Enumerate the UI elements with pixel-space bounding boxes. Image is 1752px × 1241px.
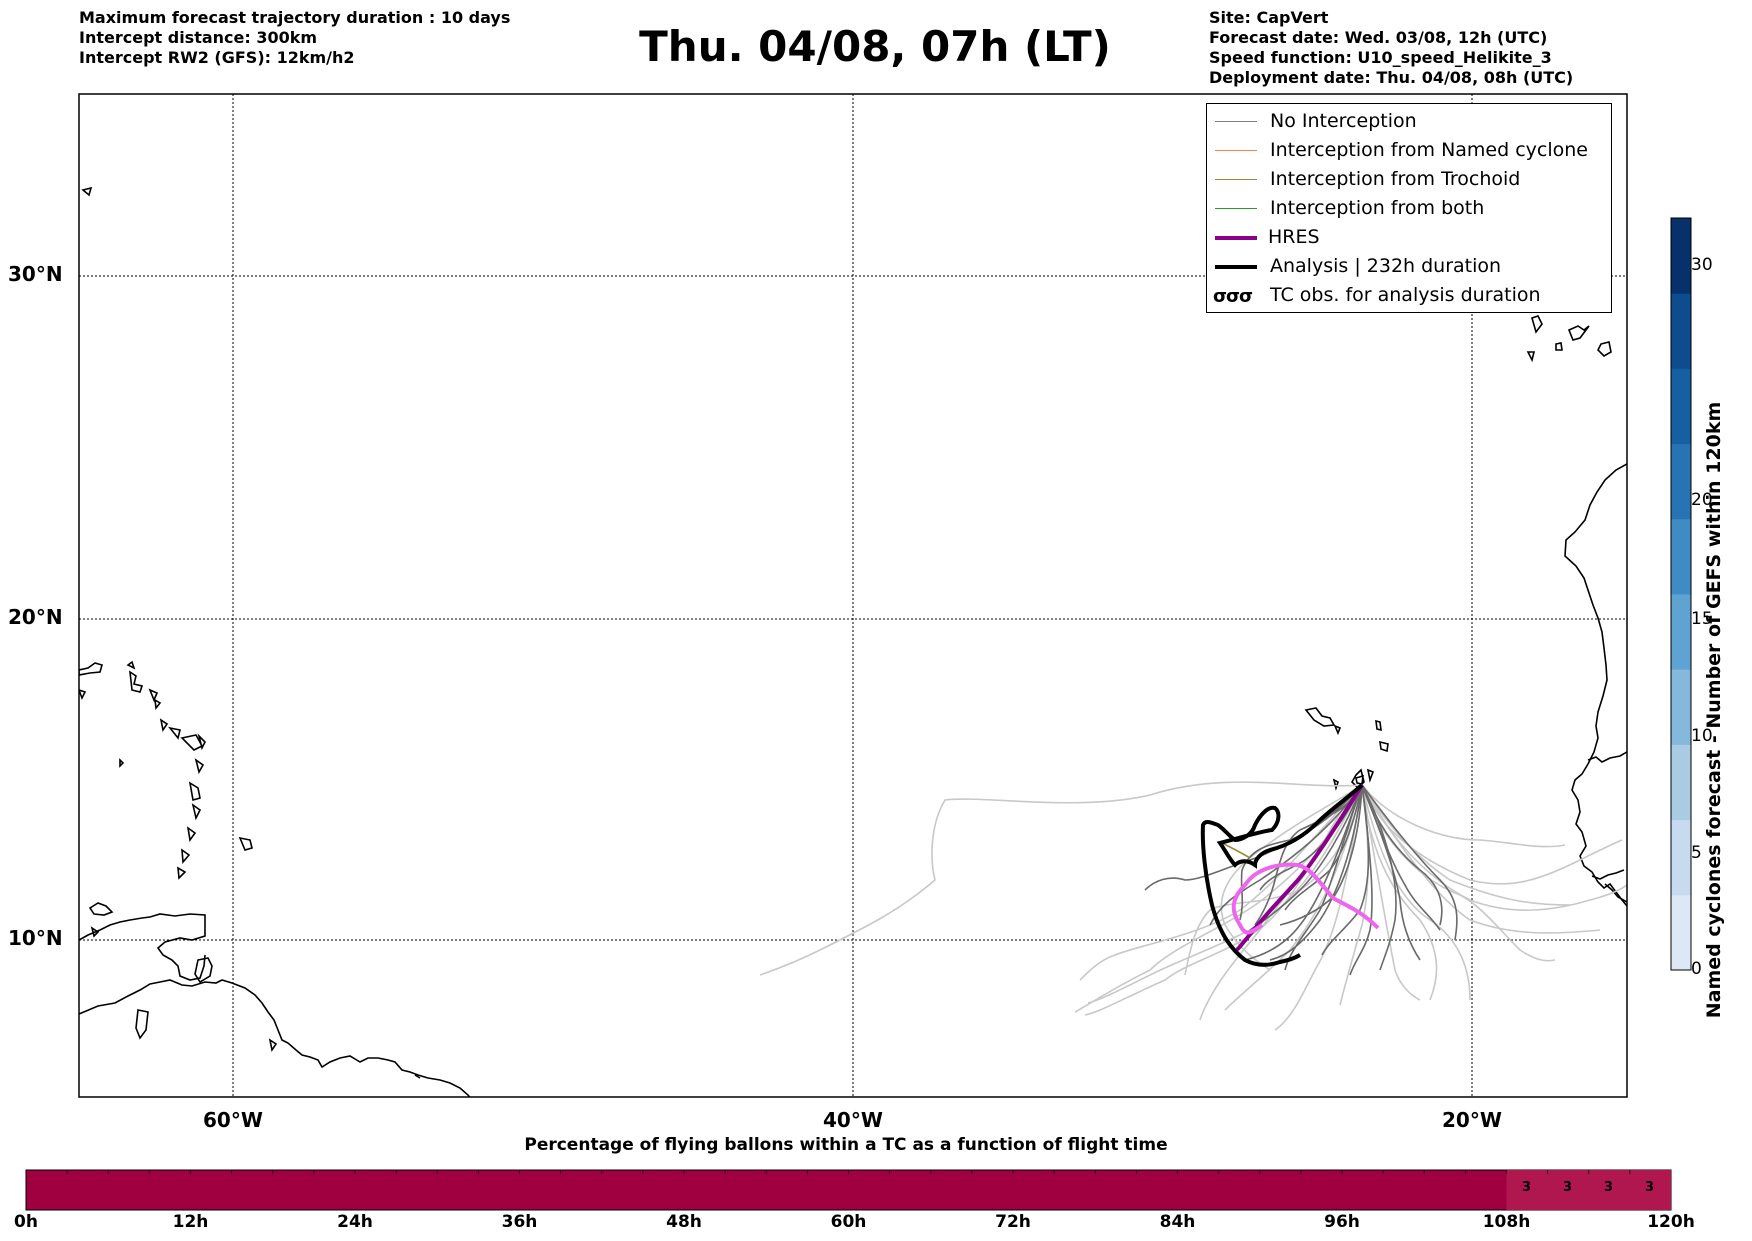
analysis-trajectory [1200,783,1364,967]
colorbar-segment [1671,894,1691,971]
south-america-coast [79,979,471,1097]
legend: No Interception Interception from Named … [1206,103,1612,313]
colorbar-segment [1671,669,1691,745]
legend-line-orange [1215,150,1257,151]
site-text: Site: CapVert [1209,8,1329,27]
legend-tc-obs: σσσ TC obs. for analysis duration [1207,281,1611,310]
flight-time-title: Percentage of flying ballons within a TC… [524,1135,1168,1155]
colorbar-tick-5: 5 [1691,843,1702,863]
flight-hour-label: 48h [666,1212,702,1232]
page-title: Thu. 04/08, 07h (LT) [639,22,1111,71]
legend-label: Analysis | 232h duration [1270,255,1502,277]
colorbar-tick-20: 20 [1691,490,1713,510]
speed-function-text: Speed function: U10_speed_Helikite_3 [1209,48,1552,67]
africa-coast [1564,463,1627,907]
colorbar-frame [1670,217,1692,971]
header-left-info: Maximum forecast trajectory duration : 1… [79,8,510,68]
coastlines [79,186,1627,1097]
caribbean-islands [79,186,421,1079]
colorbar-label: Named cyclones forecast - Number of GEFS… [1703,401,1725,1019]
legend-line-olive [1215,179,1257,180]
colorbar-segment [1671,443,1691,520]
max-duration-text: Maximum forecast trajectory duration : 1… [79,8,511,27]
flight-time-bar-values [1506,1170,1671,1210]
colorbar-tick-0: 0 [1691,959,1702,979]
flight-hour-label: 12h [172,1212,209,1232]
flight-hour-label: 84h [1159,1212,1196,1232]
legend-both: Interception from both [1207,194,1611,223]
venezuela-coast [79,913,206,981]
tc-obs-icon: σσσ [1213,286,1253,307]
lon-label-60w: 60°W [203,1108,263,1132]
lon-label-40w: 40°W [823,1108,883,1132]
legend-label: TC obs. for analysis duration [1270,284,1541,306]
deployment-date-text: Deployment date: Thu. 04/08, 08h (UTC) [1209,68,1574,87]
flight-hour-label: 0h [14,1212,38,1232]
legend-label: Interception from both [1270,197,1485,219]
trinidad [194,957,213,984]
flight-hour-label: 108h [1482,1212,1531,1232]
lesser-antilles [168,726,206,880]
flight-hour-label: 96h [1324,1212,1360,1232]
colorbar-segment [1671,594,1691,670]
legend-label: HRES [1268,226,1320,248]
lat-label-30n: 30°N [8,262,63,286]
flight-time-bar [25,1169,1672,1211]
cape-verde-islands [1304,707,1389,791]
legend-label: Interception from Trochoid [1270,168,1521,190]
canary-islands [1526,315,1612,363]
flight-hour-label: 24h [337,1212,373,1232]
flight-hour-label: 60h [830,1212,867,1232]
legend-line-black [1215,265,1257,269]
forecast-date-text: Forecast date: Wed. 03/08, 12h (UTC) [1209,28,1548,47]
colorbar-tick-30: 30 [1691,255,1713,275]
colorbar-segment [1671,293,1691,369]
hres-trajectory [1235,783,1364,952]
flight-hour-label: 36h [501,1212,538,1232]
colorbar-segment [1671,218,1691,294]
lat-label-10n: 10°N [8,926,63,950]
flight-hour-label: 72h [995,1212,1031,1232]
colorbar-tick-10: 10 [1691,726,1713,746]
map-frame [78,93,1628,1098]
colorbar-segment [1671,819,1691,896]
legend-named-cyclone: Interception from Named cyclone [1207,136,1611,165]
colorbar-segment [1671,368,1691,445]
legend-trochoid: Interception from Trochoid [1207,165,1611,194]
legend-line-purple [1215,236,1257,240]
flight-time-bar-bg [25,1169,1672,1211]
colorbar-tick-15: 15 [1691,609,1713,629]
legend-analysis: Analysis | 232h duration [1207,252,1611,281]
header-right-info: Site: CapVert Forecast date: Wed. 03/08,… [1209,8,1573,88]
flight-hour-label: 120h [1647,1212,1695,1232]
pct-value: 3 [1563,1180,1573,1195]
lon-label-20w: 20°W [1442,1108,1502,1132]
africa-details [1587,751,1627,903]
legend-line-green [1215,208,1257,209]
legend-no-interception: No Interception [1207,107,1611,136]
colorbar [1671,218,1691,971]
tc-obs-track [1231,862,1380,935]
ensemble-trajectories-light [759,781,1627,1031]
legend-label: Interception from Named cyclone [1270,139,1588,161]
pct-value: 3 [1604,1180,1614,1195]
lat-label-20n: 20°N [8,605,63,629]
pct-value: 3 [1522,1180,1532,1195]
colorbar-segment [1671,744,1691,821]
legend-hres: HRES [1207,223,1611,252]
legend-line-gray [1215,121,1257,122]
pct-value: 3 [1645,1180,1655,1195]
colorbar-segment [1671,518,1691,595]
intercept-rw2-text: Intercept RW2 (GFS): 12km/h2 [79,48,355,67]
legend-label: No Interception [1270,110,1417,132]
intercept-distance-text: Intercept distance: 300km [79,28,318,47]
trochoid-interception-segment [1221,842,1251,859]
